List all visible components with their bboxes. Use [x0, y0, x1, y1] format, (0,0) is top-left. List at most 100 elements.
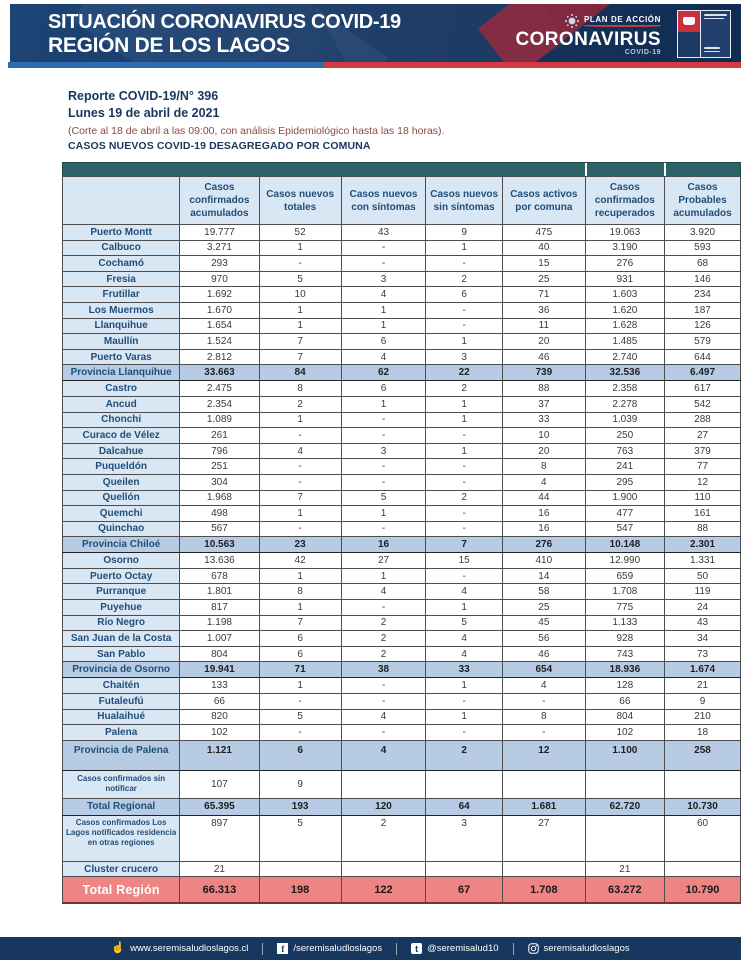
- data-cell: 276: [584, 255, 666, 272]
- table-row: Puqueldón 251- - -8 241 77: [61, 458, 741, 475]
- data-cell: 1: [425, 411, 503, 429]
- covid-table: Casos confirmados acumulados Casos nuevos…: [61, 176, 741, 904]
- data-cell: 65.395: [179, 797, 260, 816]
- data-cell: 45: [501, 614, 586, 632]
- data-cell: 15: [501, 255, 586, 272]
- instagram-icon: [527, 943, 539, 954]
- footer-link-website[interactable]: ☝ www.seremisaludloslagos.cl: [111, 943, 248, 955]
- data-cell: 7: [258, 489, 342, 507]
- data-cell: 1: [425, 599, 503, 616]
- data-cell: 1: [258, 599, 342, 616]
- data-cell: 2.278: [584, 395, 666, 413]
- data-cell: 23: [258, 536, 342, 554]
- row-label: Futaleufú: [61, 693, 181, 710]
- data-cell: 5: [340, 489, 427, 507]
- table-row: Casos confirmados sin notificar 107 9: [61, 769, 741, 799]
- report-cutoff-note: (Corte al 18 de abril a las 09:00, con a…: [68, 124, 445, 137]
- data-cell: 27: [501, 814, 586, 862]
- data-cell: 102: [584, 724, 666, 741]
- data-cell: 12.990: [584, 552, 666, 569]
- page-title-line1: SITUACIÓN CORONAVIRUS COVID-19: [48, 11, 401, 33]
- data-cell: 1: [258, 505, 342, 522]
- data-cell: -: [501, 724, 586, 741]
- data-cell: 410: [501, 552, 586, 569]
- table-row: Queilen 304- - -4 295 12: [61, 473, 741, 491]
- row-label: Llanquihue: [61, 317, 181, 335]
- data-cell: 4: [340, 583, 427, 601]
- data-cell: 22: [425, 364, 503, 382]
- data-cell: 2: [340, 614, 427, 632]
- data-cell: 71: [501, 286, 586, 303]
- data-cell: 10: [258, 286, 342, 303]
- data-cell: [584, 814, 666, 862]
- data-cell: -: [425, 427, 503, 444]
- footer-link-tumblr[interactable]: t @seremisalud10: [411, 943, 499, 954]
- data-cell: 68: [664, 255, 741, 272]
- data-cell: 261: [179, 427, 260, 444]
- table-row: Ancud 2.354 2 1 1 37 2.278 542: [61, 395, 741, 413]
- row-label: Río Negro: [61, 614, 181, 632]
- data-cell: 18.936: [584, 661, 666, 679]
- table-row: Río Negro 1.198 7 2 5 45 1.133 43: [61, 614, 741, 632]
- data-cell: 743: [584, 645, 666, 663]
- data-cell: 14: [501, 567, 586, 585]
- data-cell: 5: [425, 614, 503, 632]
- banner-titles: SITUACIÓN CORONAVIRUS COVID-19 REGIÓN DE…: [48, 11, 401, 58]
- data-cell: 38: [340, 661, 427, 679]
- table-corner-cell: [61, 176, 181, 225]
- data-cell: 7: [425, 536, 503, 554]
- table-row: Cluster crucero 21 21: [61, 860, 741, 878]
- data-cell: -: [258, 427, 342, 444]
- footer-bar: ☝ www.seremisaludloslagos.cl f/seremisalud…: [0, 937, 741, 960]
- virus-icon: [564, 13, 580, 29]
- data-cell: 1: [340, 301, 427, 319]
- data-cell: 644: [664, 348, 741, 366]
- data-cell: 4: [425, 645, 503, 663]
- data-cell: -: [425, 458, 503, 475]
- table-row: Provincia Llanquihue 33.663 84 62 22 739 32.53…: [61, 364, 741, 382]
- data-cell: 295: [584, 473, 666, 491]
- data-cell: 19.941: [179, 661, 260, 679]
- data-cell: 1: [425, 442, 503, 460]
- data-cell: 7: [258, 333, 342, 350]
- data-cell: 654: [501, 661, 586, 679]
- footer-link-instagram[interactable]: seremisaludloslagos: [527, 943, 630, 954]
- data-cell: -: [340, 239, 427, 257]
- data-cell: 102: [179, 724, 260, 741]
- data-cell: -: [340, 411, 427, 429]
- footer-divider: [262, 942, 264, 955]
- data-cell: [258, 860, 342, 878]
- table-row: Los Muermos 1.670 1 1-36 1.620 187: [61, 301, 741, 319]
- column-header: Casos Probables acumulados: [664, 176, 741, 225]
- data-cell: 63.272: [584, 876, 666, 904]
- data-cell: 2.358: [584, 380, 666, 397]
- data-cell: 33.663: [179, 364, 260, 382]
- data-cell: -: [258, 520, 342, 538]
- data-cell: -: [501, 693, 586, 710]
- data-cell: 2: [425, 739, 503, 771]
- data-cell: 25: [501, 270, 586, 288]
- data-cell: -: [340, 427, 427, 444]
- row-label: Quellón: [61, 489, 181, 507]
- data-cell: 37: [501, 395, 586, 413]
- data-cell: 4: [425, 583, 503, 601]
- data-cell: 3.190: [584, 239, 666, 257]
- row-label: Provincia Chiloé: [61, 536, 181, 554]
- data-cell: 8: [501, 708, 586, 726]
- accent-stripe: [8, 62, 741, 68]
- data-cell: 1: [258, 567, 342, 585]
- table-row: Osorno 13.636 42 27 15 410 12.990 1.331: [61, 552, 741, 569]
- footer-link-facebook[interactable]: f/seremisaludloslagos: [277, 943, 382, 954]
- data-cell: -: [340, 693, 427, 710]
- data-cell: 928: [584, 630, 666, 647]
- data-cell: 1: [425, 708, 503, 726]
- coronavirus-brand-text: CORONAVIRUS: [515, 29, 661, 50]
- footer-divider: [512, 942, 514, 955]
- data-cell: 10: [501, 427, 586, 444]
- row-label: Puerto Varas: [61, 348, 181, 366]
- covid-table-wrap: Casos confirmados acumulados Casos nuevos…: [61, 162, 741, 904]
- data-cell: 7: [258, 614, 342, 632]
- data-cell: 678: [179, 567, 260, 585]
- data-cell: 1.133: [584, 614, 666, 632]
- data-cell: 10.790: [664, 876, 741, 904]
